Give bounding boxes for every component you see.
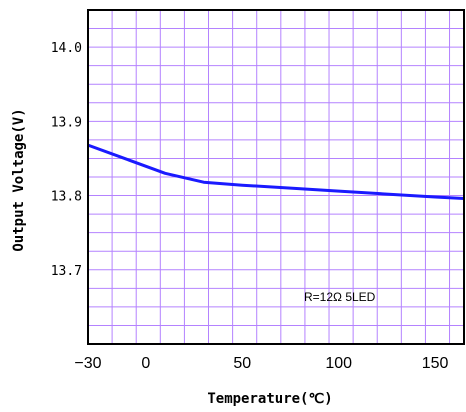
x-tick-label: −30 bbox=[74, 355, 101, 372]
x-axis-ticks: −30 0 50 100 150 bbox=[74, 355, 448, 372]
plot-frame bbox=[87, 9, 465, 345]
x-tick-label: 50 bbox=[233, 355, 251, 372]
y-tick-label: 13.8 bbox=[51, 190, 82, 205]
x-tick-label: 100 bbox=[325, 355, 352, 372]
series-layer bbox=[87, 143, 465, 200]
x-axis-title: Temperature(℃) bbox=[207, 391, 332, 407]
series-line bbox=[87, 143, 465, 200]
y-tick-label: 14.0 bbox=[51, 41, 82, 56]
y-axis-ticks: 13.7 13.8 13.9 14.0 bbox=[51, 41, 82, 279]
x-tick-label: 0 bbox=[141, 355, 150, 372]
y-tick-label: 13.7 bbox=[51, 264, 82, 279]
y-axis-title: Output Voltage(V) bbox=[11, 108, 27, 251]
chart-annotation: R=12Ω 5LED bbox=[304, 290, 376, 304]
y-tick-label: 13.9 bbox=[51, 115, 82, 130]
x-tick-label: 150 bbox=[422, 355, 449, 372]
grid bbox=[88, 10, 464, 344]
